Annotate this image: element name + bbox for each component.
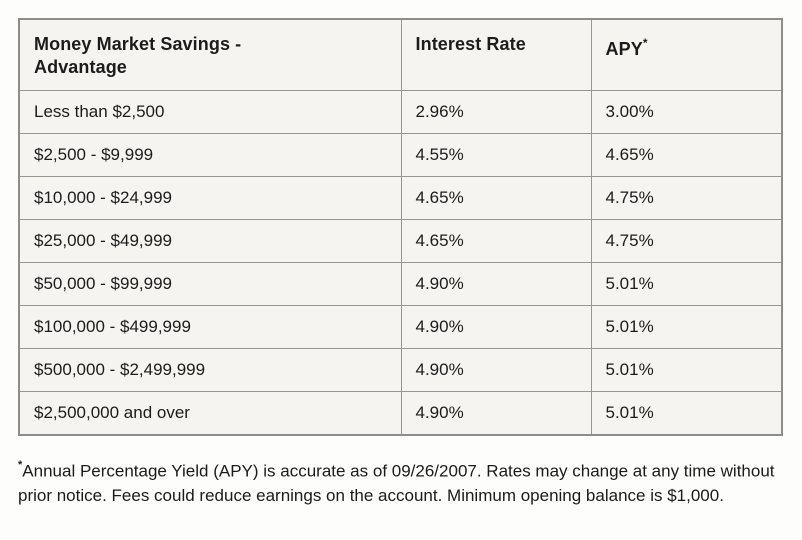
apy-cell: 4.75% [590,219,783,263]
interest-rate-cell: 4.90% [400,348,592,392]
table-row: $2,500 - $9,999 4.55% 4.65% [18,133,783,177]
apy-cell: 3.00% [590,90,783,134]
footnote-marker: * [18,459,23,471]
interest-rate-cell: 4.65% [400,176,592,220]
interest-rate-cell: 4.65% [400,219,592,263]
interest-rate-cell: 4.90% [400,305,592,349]
table-row: $2,500,000 and over 4.90% 5.01% [18,391,783,436]
tier-cell: Less than $2,500 [18,90,402,134]
rates-page: Money Market Savings - Advantage Interest… [18,18,784,508]
tier-cell: $2,500,000 and over [18,391,402,436]
apy-cell: 4.75% [590,176,783,220]
apy-column-header: APY* [590,18,783,91]
apy-cell: 5.01% [590,305,783,349]
tier-cell: $500,000 - $2,499,999 [18,348,402,392]
interest-rate-column-header: Interest Rate [400,18,592,91]
interest-rate-cell: 2.96% [400,90,592,134]
apy-cell: 5.01% [590,348,783,392]
apy-footnote-marker: * [642,36,648,50]
tier-column-header: Money Market Savings - Advantage [18,18,402,91]
table-row: $25,000 - $49,999 4.65% 4.75% [18,219,783,263]
table-row: Less than $2,500 2.96% 3.00% [18,90,783,134]
tier-cell: $25,000 - $49,999 [18,219,402,263]
interest-rate-cell: 4.55% [400,133,592,177]
table-row: $10,000 - $24,999 4.65% 4.75% [18,176,783,220]
table-row: $100,000 - $499,999 4.90% 5.01% [18,305,783,349]
apy-footnote: *Annual Percentage Yield (APY) is accura… [18,455,784,508]
tier-header-line2: Advantage [34,57,127,77]
tier-cell: $50,000 - $99,999 [18,262,402,306]
header-row: Money Market Savings - Advantage Interest… [18,18,783,91]
money-market-rates-table: Money Market Savings - Advantage Interest… [18,18,783,436]
table-row: $50,000 - $99,999 4.90% 5.01% [18,262,783,306]
tier-cell: $2,500 - $9,999 [18,133,402,177]
interest-rate-cell: 4.90% [400,262,592,306]
interest-rate-cell: 4.90% [400,391,592,436]
tier-cell: $100,000 - $499,999 [18,305,402,349]
apy-cell: 4.65% [590,133,783,177]
tier-header-line1: Money Market Savings - [34,34,242,54]
apy-cell: 5.01% [590,262,783,306]
apy-cell: 5.01% [590,391,783,436]
table-row: $500,000 - $2,499,999 4.90% 5.01% [18,348,783,392]
footnote-text: Annual Percentage Yield (APY) is accurat… [18,461,775,505]
tier-cell: $10,000 - $24,999 [18,176,402,220]
